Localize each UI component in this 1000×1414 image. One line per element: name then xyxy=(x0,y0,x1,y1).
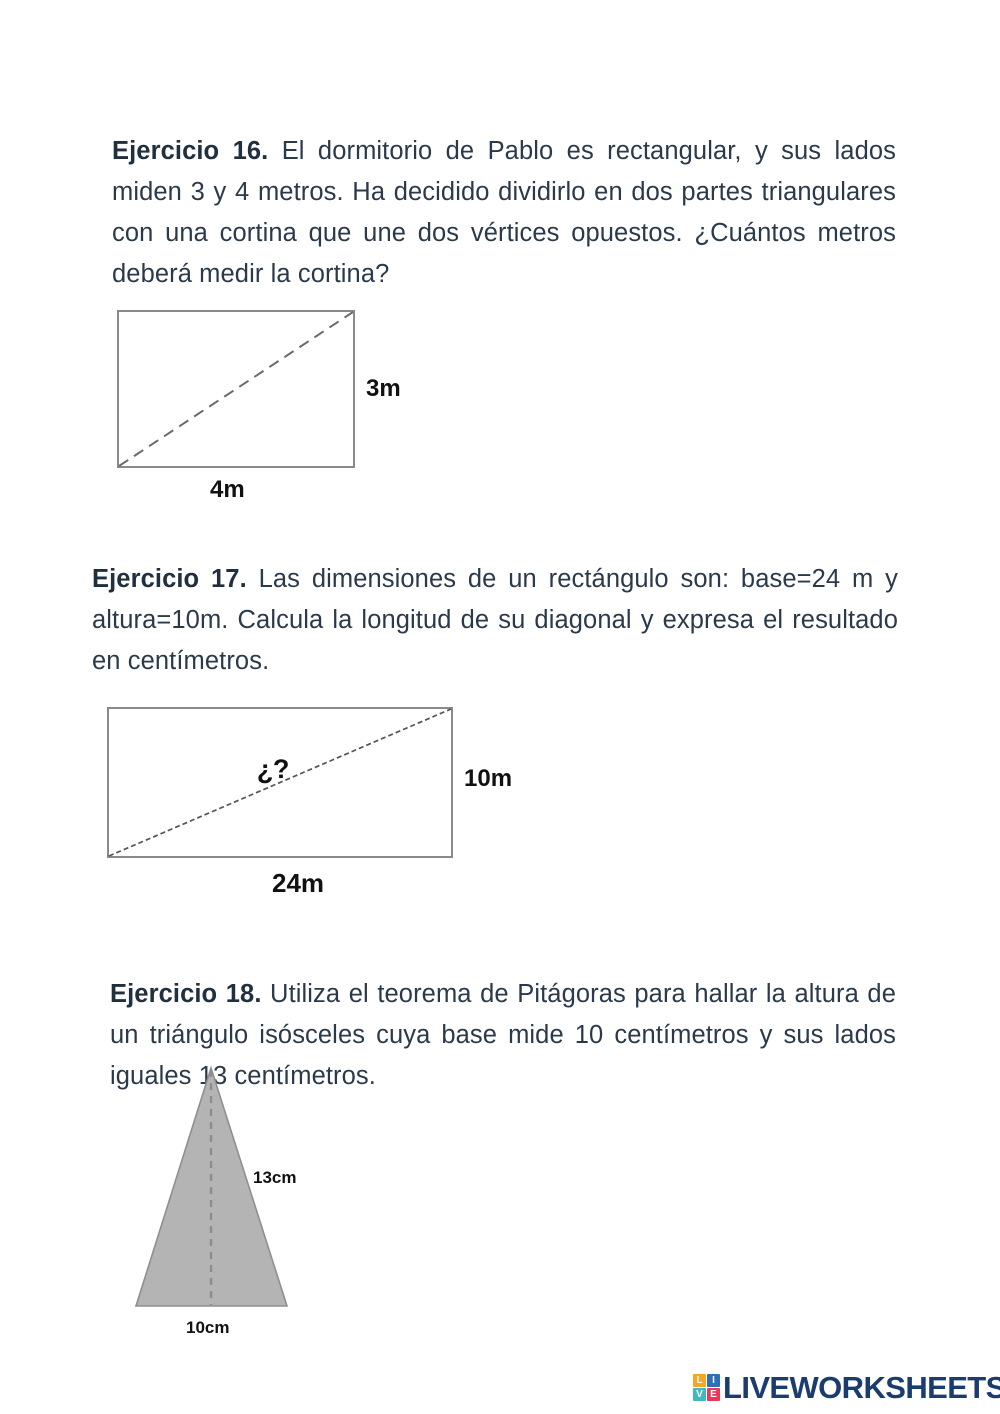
figure-17-base-label: 24m xyxy=(272,868,325,898)
exercise-16-lead: Ejercicio 16. xyxy=(112,136,269,165)
exercise-16-body: El dormitorio de Pablo es rectangular, y… xyxy=(112,136,896,288)
diagonal-line-17 xyxy=(108,708,452,857)
figure-18-base-label: 10cm xyxy=(186,1318,230,1337)
figure-16-base-label: 4m xyxy=(210,476,245,503)
liveworksheets-logo[interactable]: L I V E LIVEWORKSHEETS xyxy=(693,1372,1000,1403)
logo-cell-v: V xyxy=(693,1388,706,1401)
figure-17-height-label: 10m xyxy=(464,765,513,792)
isosceles-triangle-shape xyxy=(134,1065,289,1307)
exercise-17-text: Ejercicio 17. Las dimensiones de un rect… xyxy=(92,559,898,682)
logo-cell-l: L xyxy=(693,1374,706,1387)
logo-cell-i: I xyxy=(707,1374,720,1387)
liveworksheets-logo-mark-icon: L I V E xyxy=(693,1374,720,1401)
logo-cell-e: E xyxy=(707,1388,720,1401)
exercise-16-text: Ejercicio 16. El dormitorio de Pablo es … xyxy=(112,131,896,295)
figure-16-height-label: 3m xyxy=(366,375,401,402)
exercise-17-lead: Ejercicio 17. xyxy=(92,564,247,593)
diagonal-dashed-line-16 xyxy=(118,311,354,467)
figure-17-unknown-label: ¿? xyxy=(256,753,291,785)
exercise-17-body: Las dimensiones de un rectángulo son: ba… xyxy=(92,564,898,675)
exercise-18-lead: Ejercicio 18. xyxy=(110,979,262,1008)
liveworksheets-wordmark: LIVEWORKSHEETS xyxy=(723,1370,1000,1405)
figure-18-side-label: 13cm xyxy=(253,1168,297,1187)
exercise-18-body: Utiliza el teorema de Pitágoras para hal… xyxy=(110,979,896,1090)
exercise-18-text: Ejercicio 18. Utiliza el teorema de Pitá… xyxy=(110,974,896,1097)
